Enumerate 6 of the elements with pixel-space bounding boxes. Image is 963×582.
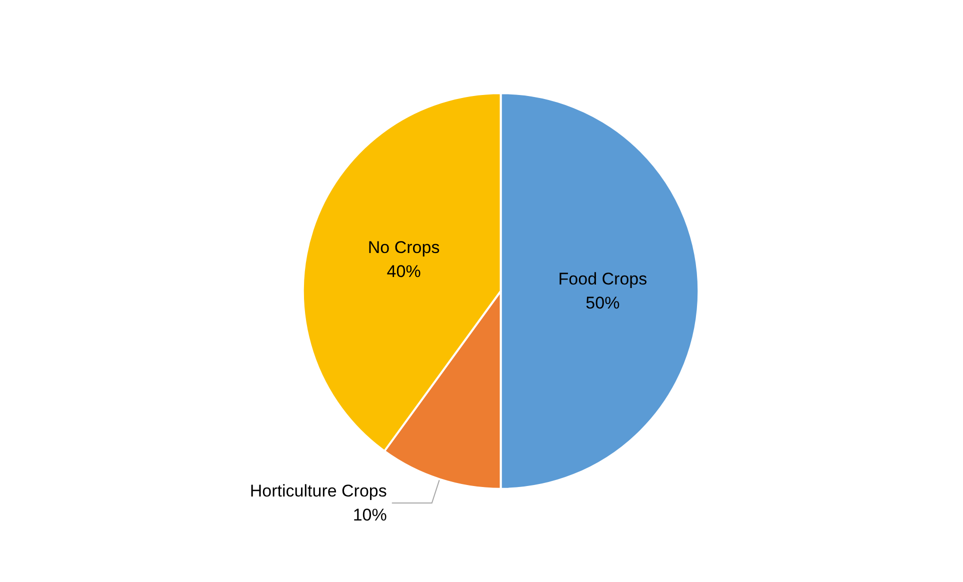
slice-label: No Crops xyxy=(368,238,440,257)
data-label: 10% xyxy=(352,505,387,524)
data-label: 50% xyxy=(586,294,620,312)
data-label: 40% xyxy=(386,262,421,281)
slice-label: Food Crops xyxy=(558,270,648,288)
slice-label: Horticulture Crops xyxy=(250,481,387,500)
